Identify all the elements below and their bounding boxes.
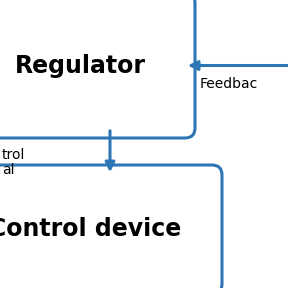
Text: al: al bbox=[2, 163, 14, 177]
Text: Regulator: Regulator bbox=[14, 54, 145, 77]
FancyBboxPatch shape bbox=[0, 0, 195, 138]
Text: trol: trol bbox=[2, 148, 25, 162]
Text: Control device: Control device bbox=[0, 217, 181, 242]
FancyBboxPatch shape bbox=[0, 165, 222, 288]
Text: Feedbac: Feedbac bbox=[200, 77, 258, 92]
